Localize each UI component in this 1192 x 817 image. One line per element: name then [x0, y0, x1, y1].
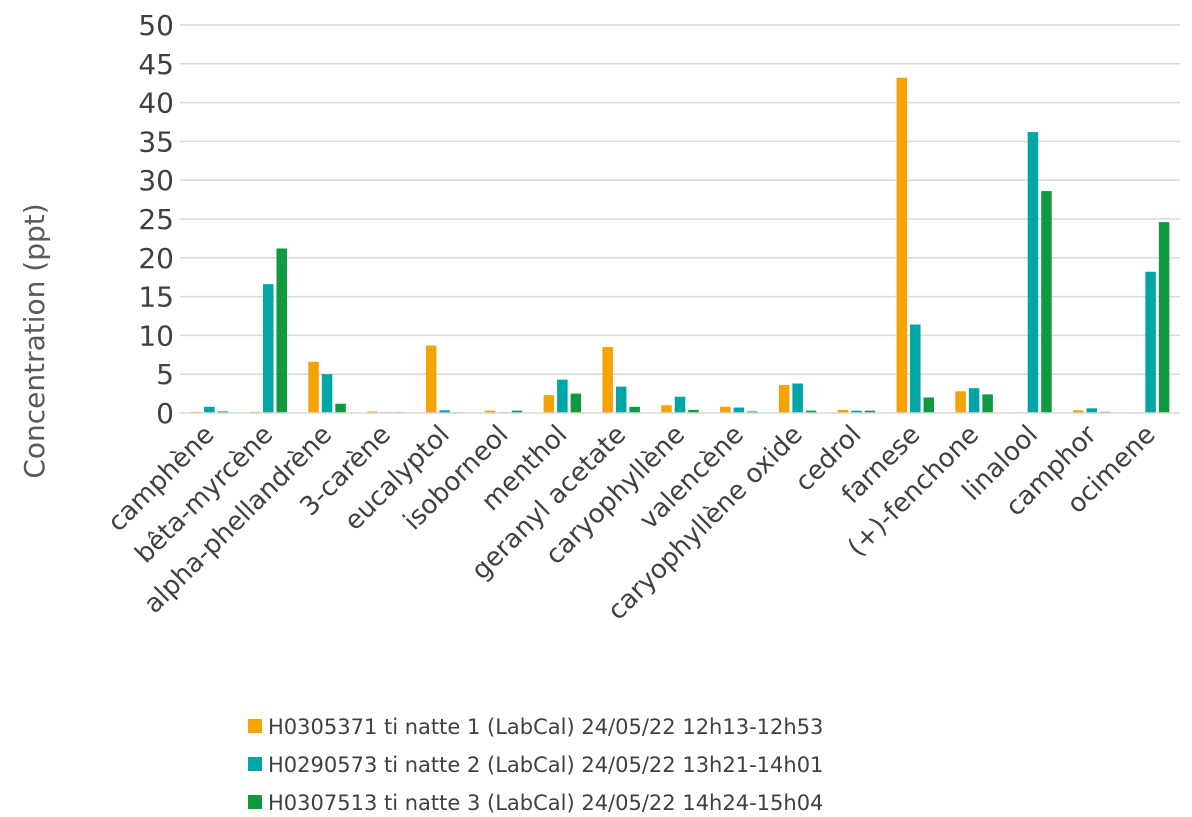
bars: [190, 77, 1170, 413]
bar-series1: [484, 410, 496, 413]
bar-series3: [805, 410, 817, 413]
bar-series3: [217, 411, 229, 413]
bar-series1: [367, 411, 378, 413]
bar-series3: [276, 248, 287, 413]
bar-series3: [923, 397, 935, 413]
y-tick-label: 30: [138, 164, 174, 197]
bar-series3: [511, 410, 523, 413]
bar-series1: [425, 345, 437, 413]
y-tick-label: 25: [138, 203, 174, 236]
bar-series2: [674, 396, 686, 413]
bar-series3: [629, 406, 640, 413]
gridlines: [180, 24, 1180, 375]
y-tick-label: 5: [156, 358, 174, 391]
bar-series2: [204, 406, 215, 413]
bar-series3: [688, 409, 699, 413]
bar-series3: [1158, 222, 1170, 413]
bar-series3: [335, 403, 346, 413]
y-axis-ticks: 0 5 10 15 20 25 30 35 40 45 50: [138, 9, 174, 430]
bar-series1: [955, 391, 966, 413]
x-axis-ticks: camphènebêta-myrcènealpha-phellandrène3-…: [102, 420, 1161, 627]
bar-series1: [661, 405, 672, 413]
bar-series2: [615, 386, 627, 413]
bar-series2: [1027, 132, 1039, 413]
y-tick-label: 45: [138, 48, 174, 81]
y-tick-label: 15: [138, 281, 174, 314]
bar-series2: [439, 410, 450, 413]
y-tick-label: 35: [138, 125, 174, 158]
bar-series2: [557, 379, 568, 413]
bar-series1: [602, 347, 613, 413]
y-tick-label: 10: [138, 319, 174, 352]
bar-series2: [851, 410, 862, 413]
bar-series2: [321, 374, 333, 413]
bar-series2: [968, 388, 980, 413]
legend-swatch: [248, 757, 262, 771]
bar-series3: [864, 410, 876, 413]
legend-label: H0305371 ti natte 1 (LabCal) 24/05/22 12…: [268, 715, 823, 739]
legend-swatch: [248, 795, 262, 809]
bar-series2: [792, 383, 803, 413]
bar-series1: [308, 361, 319, 413]
bar-series1: [1073, 410, 1084, 413]
bar-series1: [720, 406, 731, 413]
bar-series1: [896, 77, 908, 413]
y-tick-label: 40: [138, 87, 174, 120]
bar-series1: [543, 395, 555, 413]
bar-series2: [733, 407, 745, 413]
bar-series3: [570, 393, 582, 413]
legend-label: H0307513 ti natte 3 (LabCal) 24/05/22 14…: [268, 791, 823, 813]
bar-series2: [1145, 271, 1156, 413]
bar-series2: [1086, 408, 1098, 413]
bar-series1: [837, 409, 849, 413]
bar-series3: [1041, 191, 1052, 413]
y-tick-label: 50: [138, 9, 174, 42]
bar-series2: [262, 284, 274, 413]
legend-label: H0290573 ti natte 2 (LabCal) 24/05/22 13…: [268, 753, 823, 777]
bar-series1: [778, 385, 790, 413]
y-tick-label: 20: [138, 242, 174, 275]
legend-swatch: [248, 719, 262, 733]
y-tick-label: 0: [156, 397, 174, 430]
y-axis-label: Concentration (ppt): [18, 203, 51, 478]
bar-series2: [910, 324, 921, 413]
bar-series3: [747, 411, 758, 413]
legend: H0305371 ti natte 1 (LabCal) 24/05/22 12…: [248, 715, 823, 815]
bar-series3: [982, 394, 993, 413]
